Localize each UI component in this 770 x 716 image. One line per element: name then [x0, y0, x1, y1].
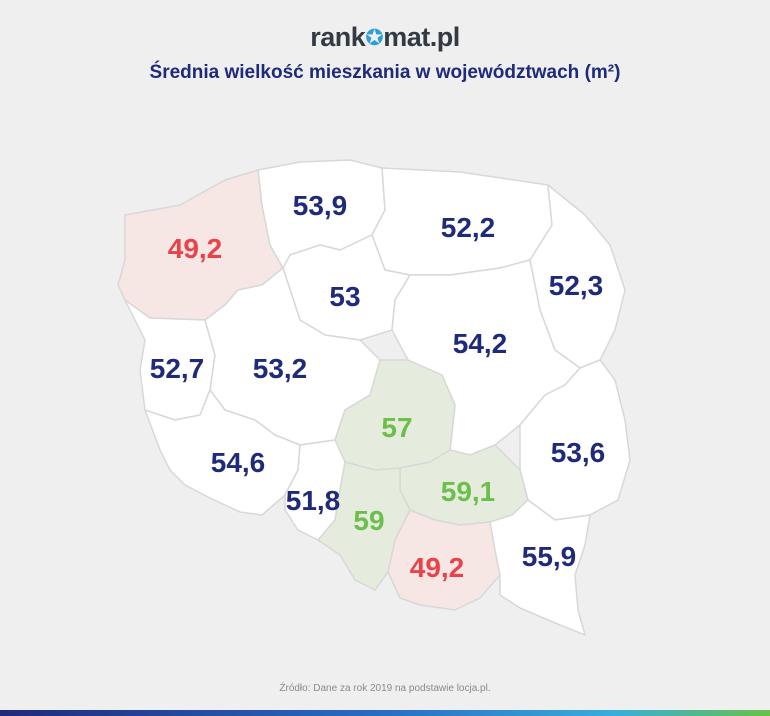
value-wielkopolskie: 53,2 [253, 353, 308, 384]
value-slaskie: 59 [353, 505, 384, 536]
value-warminsko-mazurskie: 52,2 [441, 212, 496, 243]
value-lubuskie: 52,7 [150, 353, 205, 384]
value-dolnoslaskie: 54,6 [211, 447, 266, 478]
value-podkarpackie: 55,9 [522, 541, 577, 572]
value-lubelskie: 53,6 [551, 437, 606, 468]
value-malopolskie: 49,2 [410, 552, 465, 583]
header: rank✪mat.pl Średnia wielkość mieszkania … [0, 0, 770, 100]
value-swietokrzyskie: 59,1 [441, 476, 496, 507]
value-pomorskie: 53,9 [293, 190, 348, 221]
page-title: Średnia wielkość mieszkania w województw… [149, 62, 621, 83]
value-mazowieckie: 54,2 [453, 328, 508, 359]
region-malopolskie[interactable] [387, 509, 501, 611]
logo[interactable]: rank✪mat.pl [0, 22, 770, 53]
value-podlaskie: 52,3 [549, 270, 604, 301]
region-slaskie[interactable] [317, 461, 411, 591]
bottom-gradient-bar [0, 710, 770, 716]
value-kujawsko-pomorskie: 53 [329, 281, 360, 312]
value-zachodniopomorskie: 49,2 [168, 233, 223, 264]
region-podkarpackie[interactable] [489, 499, 591, 636]
logo-text-right: mat.pl [383, 22, 460, 52]
value-lodzkie: 57 [381, 412, 412, 443]
source-note: Źródło: Dane za rok 2019 na podstawie lo… [279, 683, 491, 694]
star-icon: ✪ [365, 25, 384, 50]
value-opolskie: 51,8 [286, 485, 341, 516]
logo-text-left: rank [310, 22, 366, 52]
